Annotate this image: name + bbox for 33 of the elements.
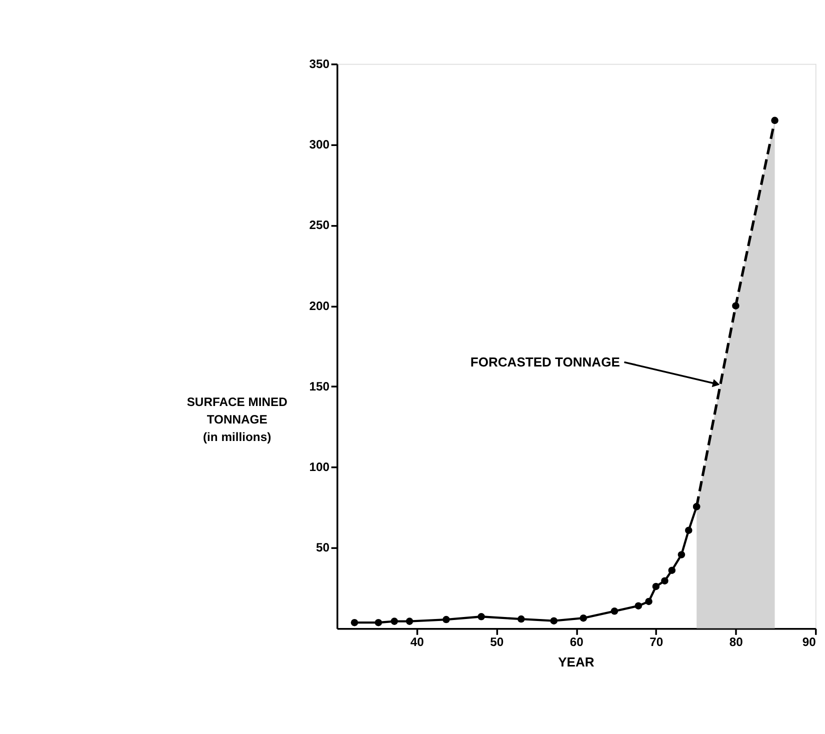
point (350, 618, 358, 626)
y-tick-label: 100 (309, 460, 330, 474)
point (442, 616, 450, 624)
point (661, 577, 668, 584)
point (634, 602, 642, 610)
y-tick-label: 250 (309, 218, 330, 232)
point (374, 618, 382, 626)
point (685, 526, 692, 534)
point (652, 582, 660, 590)
x-tick-label: 80 (729, 635, 744, 650)
point (390, 618, 398, 625)
point (678, 551, 686, 558)
point (406, 618, 414, 625)
y-axis-title: SURFACE MINED TONNAGE (in millions) (186, 395, 288, 444)
point (518, 615, 525, 623)
y-tick-label: 350 (309, 56, 330, 71)
x-tick-label: 70 (650, 635, 664, 650)
x-axis-title: YEAR (558, 654, 595, 670)
x-tick-label: 60 (570, 635, 584, 650)
point (610, 608, 618, 615)
point (668, 566, 676, 574)
point (645, 598, 652, 606)
point (478, 613, 485, 620)
y-tick-label: 300 (309, 137, 330, 152)
annotation: FORCASTED TONNAGE (470, 354, 620, 370)
x-tick-label: 40 (410, 635, 424, 650)
y-tick-label: 200 (309, 298, 330, 313)
point (580, 614, 588, 622)
x-tick-label: 50 (490, 635, 504, 650)
y-tick-label: 150 (309, 379, 330, 394)
x-tick-label: 90 (802, 635, 816, 650)
point (550, 617, 558, 624)
y-tick-label: 50 (316, 540, 330, 555)
